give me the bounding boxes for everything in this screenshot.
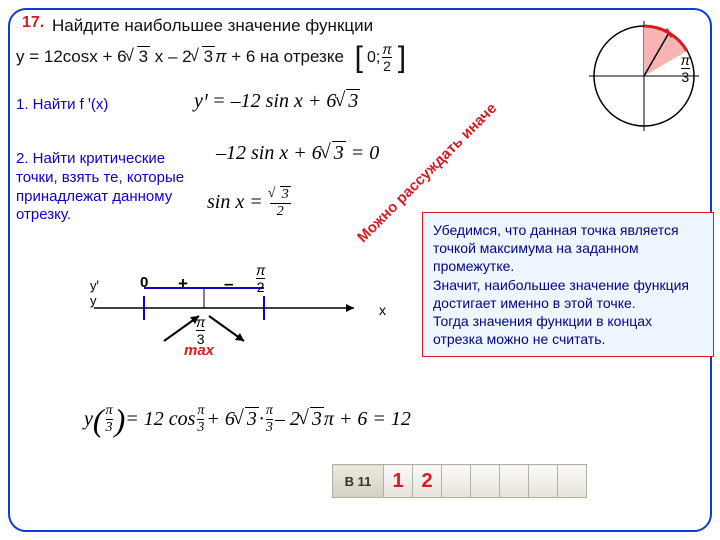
pi-over-2: π2 xyxy=(254,262,267,294)
pi-over-3-circle: π3 xyxy=(679,52,692,84)
info-p3: Тогда значения функции в концах отрезка … xyxy=(433,312,703,348)
answer-digit-empty xyxy=(500,465,529,498)
answer-digit-2: 2 xyxy=(413,465,442,498)
task-formula: y = 12cosx + 63 x – 23π + 6 на отрезке [… xyxy=(16,42,406,73)
bracket-right-icon: ] xyxy=(398,43,406,73)
content-area: 17. Найдите наибольшее значение функции … xyxy=(22,14,698,526)
formula-part2: x – 2 xyxy=(150,47,192,66)
equation-zero: –12 sin x + 63 = 0 xyxy=(216,142,379,165)
answer-label: В 11 xyxy=(333,465,384,498)
task-title: Найдите наибольшее значение функции xyxy=(52,16,373,36)
task-number: 17. xyxy=(22,14,44,32)
equation-sinx: sin x = 3 2 xyxy=(207,188,293,219)
sqrt-icon: 3 xyxy=(235,408,259,431)
info-p2: Значит, наибольшее значение функция дост… xyxy=(433,276,703,312)
formula-part3: + 6 на отрезке xyxy=(227,47,344,66)
minus-label: – xyxy=(224,274,233,294)
interval-zero: 0; xyxy=(367,49,380,67)
fraction: 3 2 xyxy=(270,188,291,219)
info-p1: Убедимся, что данная точка является точк… xyxy=(433,221,703,276)
zero-label: 0 xyxy=(140,274,148,291)
sqrt-icon: 3 xyxy=(127,47,150,67)
sqrt-icon: 3 xyxy=(300,408,324,431)
step-2: 2. Найти критические точки, взять те, ко… xyxy=(16,150,188,225)
step-1: 1. Найти f ꞌ(x) xyxy=(16,96,108,113)
sqrt-icon: 3 xyxy=(322,142,346,165)
y-prime-label: yꞌy xyxy=(90,278,99,308)
answer-digit-1: 1 xyxy=(384,465,413,498)
pi: π xyxy=(215,47,226,66)
answer-digit-empty xyxy=(442,465,471,498)
answer-digit-empty xyxy=(529,465,558,498)
interval-bracket: [ 0; π 2 ] xyxy=(355,42,406,73)
fraction: π 2 xyxy=(382,42,391,73)
sqrt-icon: 3 xyxy=(270,188,291,202)
answer-digit-empty xyxy=(558,465,587,498)
sqrt-icon: 3 xyxy=(336,90,360,113)
sign-diagram: yꞌy x 0 + – π2 π3 max xyxy=(94,286,374,371)
equation-derivative: yꞌ = –12 sin x + 63 xyxy=(194,90,360,113)
plus-label: + xyxy=(178,274,188,294)
formula-part1: y = 12cosx + 6 xyxy=(16,47,127,66)
answer-boxes: В 11 1 2 xyxy=(332,464,587,498)
x-label: x xyxy=(379,302,386,318)
answer-digit-empty xyxy=(471,465,500,498)
max-label: max xyxy=(184,342,214,359)
bracket-left-icon: [ xyxy=(355,43,363,73)
info-box: Убедимся, что данная точка является точк… xyxy=(422,212,714,357)
sqrt-icon: 3 xyxy=(192,47,215,67)
answer-table: В 11 1 2 xyxy=(332,464,587,498)
equation-result: y ( π3 ) = 12 cos π3 + 6 3 · π3 – 2 3 π … xyxy=(84,404,411,435)
